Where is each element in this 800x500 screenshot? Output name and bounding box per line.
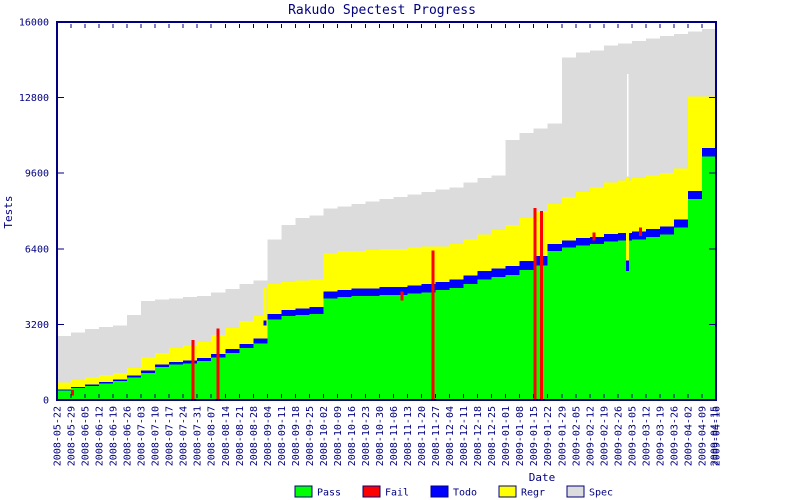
fail-impulse [431, 250, 435, 400]
x-tick-label: 2008-09-25 [305, 406, 316, 466]
x-tick-label: 2008-12-04 [445, 406, 456, 466]
y-tick-label: 12800 [19, 93, 49, 104]
fail-mark [400, 291, 404, 301]
area-pass [57, 154, 716, 400]
x-tick-label: 2008-08-28 [249, 406, 260, 466]
x-tick-label: 2009-04-16 [712, 406, 723, 466]
x-tick-label: 2008-07-10 [151, 406, 162, 466]
fail-mark [592, 232, 596, 241]
todo-dip-tip [263, 320, 267, 326]
x-tick-label: 2008-11-20 [417, 406, 428, 466]
fail-impulses [70, 207, 642, 400]
y-tick-label: 9600 [25, 169, 49, 180]
x-tick-label: 2009-01-29 [557, 406, 568, 466]
x-tick-label: 2008-08-14 [221, 406, 232, 466]
y-axis-ticks: 0 3200 6400 9600 12800 16000 [19, 18, 715, 407]
x-tick-label: 2008-08-21 [235, 406, 246, 466]
anomaly-dip-lines [263, 74, 630, 326]
x-tick-label: 2009-04-02 [684, 406, 695, 466]
plot-frame [56, 21, 717, 401]
x-axis-label: Date [529, 471, 556, 484]
stacked-areas [57, 25, 716, 401]
chart-title: Rakudo Spectest Progress [288, 3, 476, 18]
y-axis-label: Tests [2, 195, 15, 228]
x-tick-label: 2009-01-01 [501, 406, 512, 466]
spec-dip-line [627, 74, 629, 177]
fail-impulse [533, 207, 537, 400]
regr-dip-line [626, 177, 630, 261]
x-tick-label: 2008-06-12 [95, 406, 106, 466]
fail-impulse [191, 340, 195, 400]
x-tick-label: 2009-02-12 [585, 406, 596, 466]
x-tick-label: 2008-11-13 [403, 406, 414, 466]
legend: Pass Fail Todo Regr Spec [294, 485, 613, 499]
x-tick-label: 2008-12-25 [487, 406, 498, 466]
legend-swatch-todo [430, 485, 449, 498]
x-tick-label: 2009-03-05 [627, 406, 638, 466]
x-tick-label: 2008-12-18 [473, 406, 484, 466]
x-tick-label: 2009-01-22 [543, 406, 554, 466]
todo-dip-tip [626, 260, 630, 271]
x-tick-label: 2008-10-16 [347, 406, 358, 466]
x-tick-label: 2008-10-30 [375, 406, 386, 466]
x-tick-label: 2009-01-15 [529, 406, 540, 466]
plot-border [56, 21, 717, 401]
x-tick-label: 2008-09-18 [291, 406, 302, 466]
legend-swatch-spec [566, 485, 585, 498]
x-tick-label: 2008-11-06 [389, 406, 400, 466]
x-tick-label: 2008-06-05 [81, 406, 92, 466]
y-tick-label: 6400 [25, 244, 49, 255]
x-tick-label: 2008-05-29 [67, 406, 78, 466]
x-tick-label: 2008-12-11 [459, 406, 470, 466]
legend-swatch-regr [498, 485, 517, 498]
x-tick-label: 2008-09-11 [277, 406, 288, 466]
x-tick-label: 2009-02-26 [613, 406, 624, 466]
x-tick-label: 2008-05-22 [53, 406, 64, 466]
x-tick-label: 2008-08-07 [207, 406, 218, 466]
x-tick-label: 2009-02-05 [571, 406, 582, 466]
x-tick-label: 2008-11-27 [431, 406, 442, 466]
fail-impulse [216, 328, 220, 400]
legend-swatch-fail [362, 485, 381, 498]
x-tick-label: 2009-03-19 [655, 406, 666, 466]
y-tick-label: 3200 [25, 320, 49, 331]
x-tick-label: 2008-10-09 [333, 406, 344, 466]
x-tick-label: 2009-04-09 [698, 406, 709, 466]
x-tick-label: 2009-02-19 [599, 406, 610, 466]
legend-swatch-pass [294, 485, 313, 498]
x-tick-label: 2009-01-08 [515, 406, 526, 466]
x-tick-label: 2009-03-12 [641, 406, 652, 466]
fail-impulse [539, 211, 543, 400]
legend-label-fail: Fail [385, 488, 409, 499]
x-tick-label-overlapped: 2009-04-15 [709, 406, 720, 466]
legend-label-pass: Pass [317, 488, 341, 499]
x-tick-label: 2009-03-26 [669, 406, 680, 466]
regr-dip-line [263, 287, 267, 321]
legend-label-todo: Todo [453, 488, 477, 499]
fail-mark [70, 390, 74, 396]
y-tick-label: 16000 [19, 18, 49, 29]
legend-label-regr: Regr [521, 488, 545, 499]
x-tick-label: 2008-07-24 [179, 406, 190, 466]
x-tick-label: 2008-07-17 [165, 406, 176, 466]
x-tick-label: 2008-07-03 [137, 406, 148, 466]
x-tick-label: 2008-10-23 [361, 406, 372, 466]
x-tick-label: 2008-06-26 [123, 406, 134, 466]
x-tick-label: 2008-06-19 [109, 406, 120, 466]
x-tick-label: 2008-07-31 [193, 406, 204, 466]
x-axis-ticks: 2008-05-22 2008-05-29 2008-06-05 2008-06-12… [53, 24, 723, 466]
fail-mark [638, 227, 642, 236]
y-tick-label: 0 [43, 396, 49, 407]
x-tick-label: 2008-10-02 [319, 406, 330, 466]
legend-label-spec: Spec [589, 488, 613, 499]
x-tick-label: 2008-09-04 [263, 406, 274, 466]
